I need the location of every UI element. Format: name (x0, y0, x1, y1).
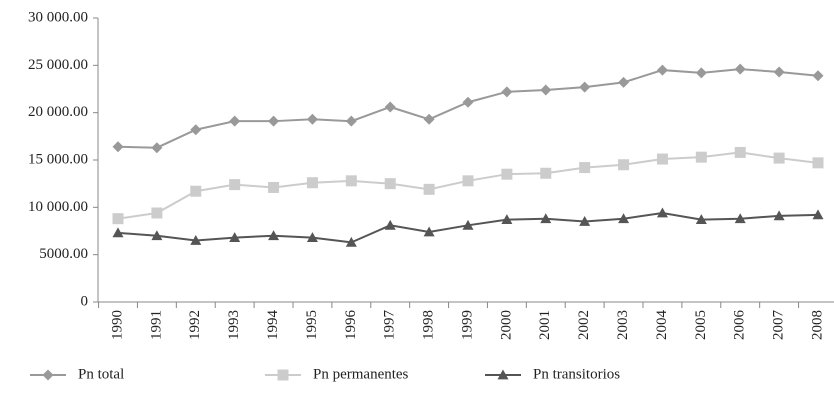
y-tick-label: 25 000.00 (28, 57, 88, 73)
point (384, 178, 396, 190)
point (579, 81, 591, 93)
legend-marker (277, 369, 289, 381)
point (773, 66, 785, 78)
point (734, 63, 746, 75)
point (462, 96, 474, 108)
point (306, 232, 318, 243)
x-tick-label: 2001 (537, 310, 553, 340)
point (190, 234, 202, 245)
point (345, 115, 357, 127)
point (618, 76, 630, 88)
point (812, 157, 824, 169)
point (734, 146, 746, 158)
point (579, 216, 591, 226)
point (345, 236, 357, 247)
x-tick-label: 2002 (576, 310, 592, 340)
legend-marker (42, 369, 54, 381)
point (656, 153, 668, 165)
point (540, 84, 552, 96)
point (423, 226, 435, 237)
point (501, 168, 513, 180)
legend-label: Pn total (78, 366, 124, 382)
x-tick-label: 2008 (809, 310, 825, 340)
point (695, 214, 707, 225)
x-tick-label: 1998 (421, 310, 437, 340)
legend-label: Pn permanentes (313, 366, 409, 382)
y-tick-label: 30 000.00 (28, 9, 88, 25)
x-tick-label: 2005 (693, 310, 709, 340)
point (618, 213, 630, 224)
x-tick-label: 2007 (771, 310, 787, 341)
y-tick-label: 20 000.00 (28, 104, 88, 120)
point (112, 213, 124, 225)
point (229, 232, 241, 243)
point (151, 142, 163, 154)
point (462, 219, 474, 230)
point (656, 207, 668, 218)
x-tick-label: 1997 (382, 310, 398, 341)
point (229, 179, 241, 191)
point (501, 86, 513, 98)
x-tick-label: 2006 (732, 310, 748, 341)
point (812, 70, 824, 82)
x-tick-label: 2000 (498, 310, 514, 340)
point (423, 183, 435, 195)
point (656, 64, 668, 76)
point (190, 124, 202, 136)
x-tick-label: 1994 (265, 310, 281, 341)
point (734, 213, 746, 224)
x-tick-label: 1999 (459, 310, 475, 340)
point (423, 113, 435, 125)
y-tick-label: 15 000.00 (28, 151, 88, 167)
point (190, 185, 202, 197)
point (773, 152, 785, 164)
y-tick-label: 5000.00 (39, 246, 88, 262)
point (345, 175, 357, 187)
point (229, 115, 241, 127)
legend-marker (497, 369, 509, 380)
point (540, 213, 552, 224)
point (695, 67, 707, 79)
point (384, 219, 396, 230)
point (151, 207, 163, 219)
x-tick-label: 1991 (148, 310, 164, 340)
x-tick-label: 2003 (615, 310, 631, 340)
x-tick-label: 2004 (654, 310, 670, 341)
point (773, 210, 785, 221)
point (618, 159, 630, 171)
x-tick-label: 1996 (343, 310, 359, 341)
point (112, 227, 124, 238)
x-tick-label: 1992 (187, 310, 203, 340)
x-tick-label: 1990 (109, 310, 125, 340)
point (812, 209, 824, 220)
legend-label: Pn transitorios (533, 366, 620, 382)
point (462, 175, 474, 187)
point (501, 214, 513, 225)
y-tick-label: 10 000.00 (28, 199, 88, 215)
point (151, 230, 163, 241)
x-tick-label: 1995 (304, 310, 320, 340)
point (306, 177, 318, 189)
point (268, 115, 280, 127)
point (384, 101, 396, 113)
series-line (117, 68, 819, 149)
point (268, 181, 280, 193)
point (268, 230, 280, 241)
point (695, 151, 707, 163)
point (112, 141, 124, 153)
y-tick-label: 0 (81, 293, 89, 309)
point (579, 162, 591, 174)
x-tick-label: 1993 (226, 310, 242, 340)
point (540, 167, 552, 179)
point (306, 113, 318, 125)
